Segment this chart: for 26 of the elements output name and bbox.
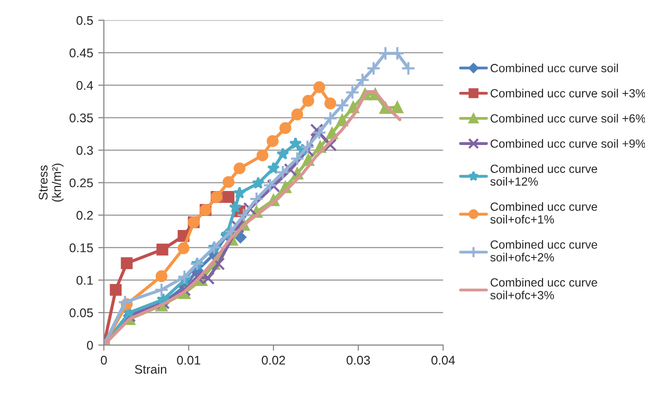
legend-label: Combined ucc curve soil+ofc+3% [490,278,598,300]
y-axis-title: Stress (kn/m²) [38,164,64,202]
y-tick-label: 0.3 [76,146,93,155]
legend-label: Combined ucc curve soil+ofc+2% [490,240,598,262]
y-tick-label: 0.15 [70,243,93,252]
y-tick-label: 0.1 [76,276,93,285]
x-tick-label: 0.02 [262,356,286,365]
y-tick-label: 0 [86,340,93,350]
x-tick-label: 0.03 [346,356,370,365]
y-tick-label: 0.35 [70,113,93,122]
x-tick-label: 0.01 [176,356,200,365]
x-tick-label: 0.04 [431,356,455,365]
legend-label: Combined ucc curve soil+ofc+1% [490,202,598,224]
x-axis-title: Strain [134,364,166,374]
y-tick-label: 0.05 [70,308,93,318]
y-tick-label: 0.4 [76,81,94,90]
legend-label: Combined ucc curve soil+12% [490,164,598,186]
y-tick-label: 0.2 [76,210,93,220]
legend-label: Combined ucc curve soil +9% [490,139,645,148]
legend-label: Combined ucc curve soil +6% [490,114,645,123]
legend-label: Combined ucc curve soil +3% [490,88,645,98]
y-tick-label: 0.45 [70,48,93,58]
legend-label: Combined ucc curve soil [490,64,618,72]
y-tick-label: 0.25 [70,178,93,188]
x-tick-label: 0 [100,356,107,365]
y-tick-label: 0.5 [76,16,93,25]
